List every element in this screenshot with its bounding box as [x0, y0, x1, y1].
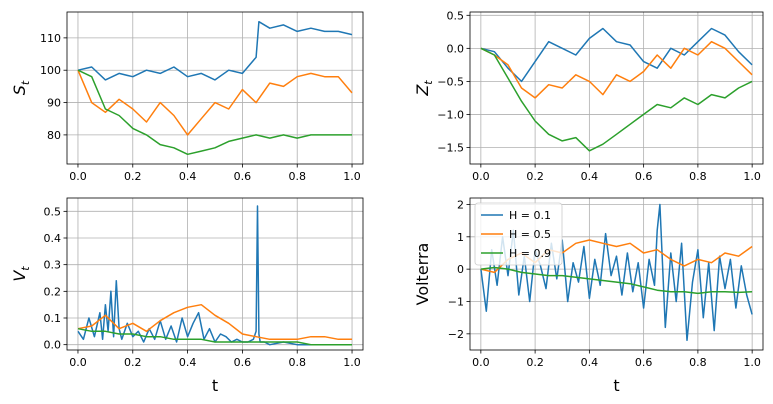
y-tick-label: −1.5: [437, 141, 464, 154]
y-tick-label: 0.4: [44, 232, 62, 245]
y-tick-label: 0.0: [44, 339, 62, 352]
x-tick-label: 0.6: [234, 356, 252, 369]
y-tick-label: −1.0: [437, 108, 464, 121]
y-tick-label: 0.0: [447, 42, 465, 55]
y-axis-label: St: [10, 80, 32, 95]
legend: H = 0.1 H = 0.5 H = 0.9: [474, 202, 563, 266]
subplot-3: 0.0 0.2 0.4 0.6 0.8 1.0 0.0 0.1 0.2 0.3 0.4 0.5 Vt t: [10, 197, 364, 395]
series-line-H01: [480, 27, 753, 83]
x-tick-label: 0.4: [581, 356, 599, 369]
series-line-H09: [77, 327, 352, 346]
x-tick-label: 0.2: [526, 356, 544, 369]
y-tick-label: 0.2: [44, 285, 62, 298]
x-tick-label: 1.0: [743, 356, 761, 369]
y-axis-label: Vt: [10, 266, 32, 282]
x-tick-label: 0.4: [179, 356, 197, 369]
axes-frame: [469, 11, 764, 165]
y-tick-label: 2: [457, 198, 464, 211]
x-tick-label: 0.4: [581, 170, 599, 183]
subplot-1: 0.0 0.2 0.4 0.6 0.8 1.0 80 90 100 110 St: [10, 11, 364, 183]
y-tick-label: 110: [40, 32, 61, 45]
subplot-4: 0.0 0.2 0.4 0.6 0.8 1.0 −2 −1 0 1 2 Volterra t H = 0.…: [413, 197, 764, 395]
x-axis-label: t: [613, 376, 619, 395]
series-line-H01: [480, 203, 753, 342]
axes-frame: [66, 11, 364, 165]
x-tick-label: 0.8: [689, 170, 707, 183]
x-tick-label: 0.0: [472, 170, 490, 183]
y-tick-label: 100: [40, 64, 61, 77]
series-line-H01: [77, 20, 353, 81]
y-tick-label: 0.1: [44, 312, 62, 325]
x-tick-label: 0.2: [124, 170, 142, 183]
series-line-H05: [480, 40, 753, 99]
x-tick-label: 0.6: [635, 356, 653, 369]
subplot-2: 0.0 0.2 0.4 0.6 0.8 1.0 −1.5 −1.0 −0.5 0.0 0.5 Zt: [413, 9, 764, 183]
x-tick-label: 1.0: [743, 170, 761, 183]
axes-frame: [66, 197, 364, 351]
series-line-H09: [480, 47, 753, 152]
x-tick-label: 0.0: [472, 356, 490, 369]
legend-entry: H = 0.9: [509, 247, 551, 260]
y-tick-label: −2: [448, 328, 464, 341]
x-tick-label: 1.0: [343, 356, 361, 369]
x-tick-label: 0.6: [635, 170, 653, 183]
y-tick-label: 0.5: [447, 9, 465, 22]
legend-entry: H = 0.5: [509, 228, 551, 241]
y-axis-label: Volterra: [413, 243, 432, 306]
legend-box: [474, 202, 563, 266]
x-tick-label: 0.2: [526, 170, 544, 183]
y-tick-label: 80: [47, 129, 61, 142]
x-tick-label: 0.8: [288, 170, 306, 183]
y-tick-label: 0.3: [44, 259, 62, 272]
series-line-H05: [77, 303, 352, 341]
series-line-H09: [480, 266, 753, 295]
y-tick-label: −0.5: [437, 75, 464, 88]
x-tick-label: 0.0: [69, 170, 87, 183]
x-tick-label: 0.4: [179, 170, 197, 183]
x-tick-label: 0.2: [124, 356, 142, 369]
y-tick-label: 0.5: [44, 205, 62, 218]
y-tick-label: 1: [457, 231, 464, 244]
legend-entry: H = 0.1: [509, 209, 551, 222]
y-tick-label: 90: [47, 97, 61, 110]
series-line-H01: [77, 205, 352, 346]
x-axis-label: t: [212, 376, 218, 395]
axes-frame: [469, 197, 764, 351]
series-line-H05: [77, 69, 353, 136]
x-tick-label: 0.8: [689, 356, 707, 369]
y-tick-label: 0: [457, 263, 464, 276]
x-tick-label: 0.8: [288, 356, 306, 369]
x-tick-label: 0.0: [69, 356, 87, 369]
x-tick-label: 0.6: [234, 170, 252, 183]
y-tick-label: −1: [448, 295, 464, 308]
y-axis-label: Zt: [413, 80, 435, 97]
x-tick-label: 1.0: [343, 170, 361, 183]
series-line-H09: [77, 69, 352, 156]
